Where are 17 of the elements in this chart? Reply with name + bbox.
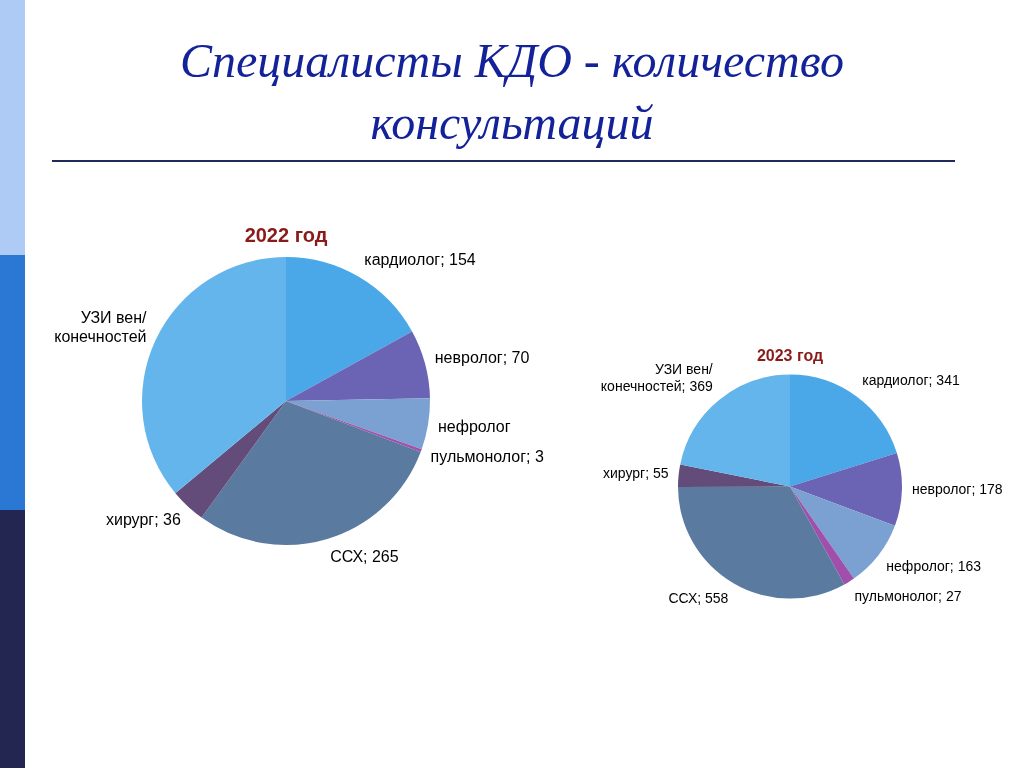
slice-label: пульмонолог; 27 <box>854 588 962 605</box>
slice-label: нефролог; 163 <box>886 557 982 574</box>
slice-label: невролог; 178 <box>911 480 1003 497</box>
slice-label: хирург; 55 <box>603 464 669 481</box>
slice-label: кардиолог; 154 <box>364 250 476 268</box>
slice-label: ССХ; 265 <box>330 548 399 566</box>
chart-title: 2023 год <box>756 347 824 365</box>
slice-label: УЗИ вен/конечностей <box>54 308 148 345</box>
slice-label: кардиолог; 341 <box>862 372 960 389</box>
slice-label: невролог; 70 <box>434 349 530 367</box>
slice-label: пульмонолог; 3 <box>430 447 544 465</box>
text: Специалисты КДО - количество консультаций <box>179 33 845 151</box>
chart-title: 2022 год <box>244 223 328 246</box>
slice-label: хирург; 36 <box>105 510 181 528</box>
slice-label: нефролог <box>438 417 511 435</box>
slice-label: ССХ; 558 <box>668 590 729 607</box>
slice-label: УЗИ вен/конечностей; 369 <box>600 361 713 395</box>
